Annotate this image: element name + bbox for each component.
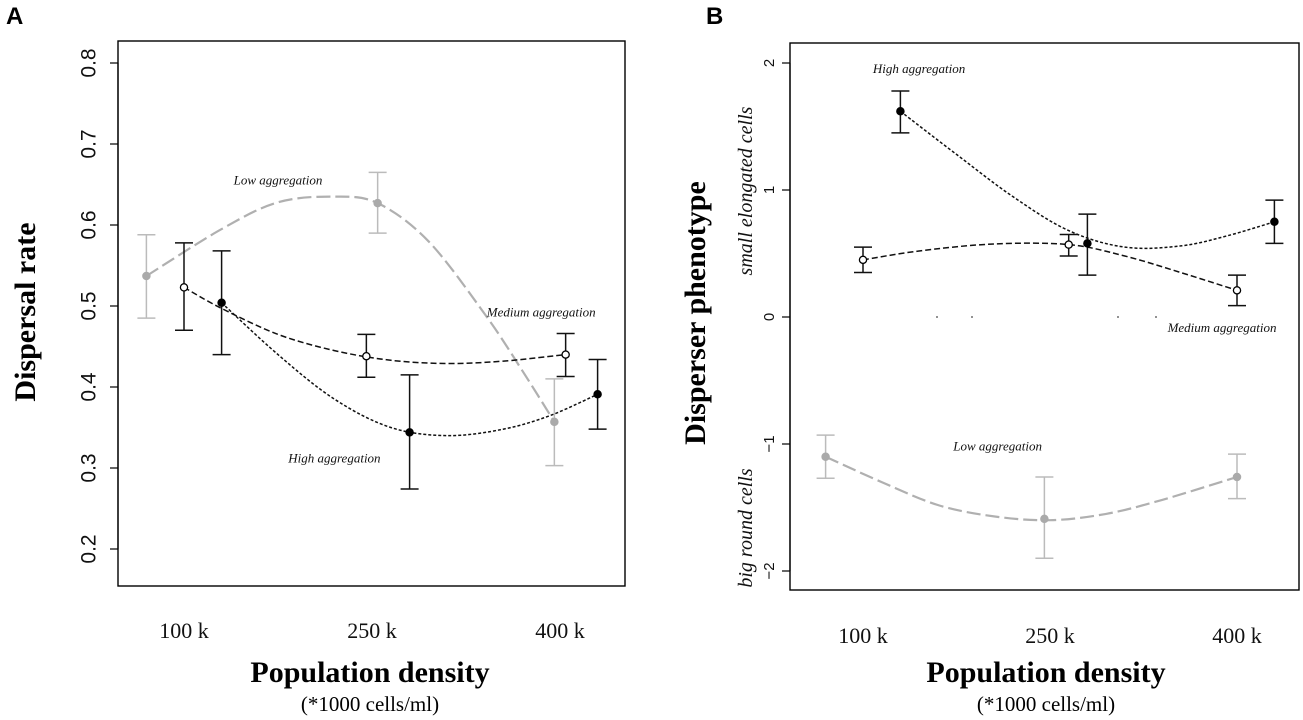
x-tick-label: 100 k — [159, 618, 209, 643]
panel-b: B −2 −1 0 1 2 100 k 250 k 400 k High aggregati… — [679, 3, 1300, 716]
y-tick-label: 0.4 — [78, 372, 101, 402]
data-point — [405, 428, 414, 437]
panel-b-y-ticks: −2 −1 0 1 2 — [761, 59, 790, 580]
data-point — [1083, 239, 1092, 248]
zero-dot — [1155, 316, 1157, 318]
series-annotation: Medium aggregation — [486, 305, 596, 320]
series-line — [862, 242, 1238, 292]
zero-dot — [971, 316, 973, 318]
y-tick-label: 2 — [761, 59, 778, 67]
panel-a-x-axis-subtitle: (*1000 cells/ml) — [301, 692, 439, 716]
panel-b-y-axis-title: Disperser phenotype — [679, 181, 712, 445]
data-point — [550, 417, 559, 427]
zero-dot — [1117, 316, 1119, 318]
panel-a-y-ticks: 0.2 0.3 0.4 0.5 0.6 0.7 0.8 — [78, 48, 118, 564]
data-point — [593, 390, 602, 399]
panel-a-points — [142, 198, 602, 437]
series-annotation: High aggregation — [287, 450, 380, 465]
x-tick-label: 400 k — [535, 618, 585, 643]
panel-b-zero-dots — [936, 316, 1157, 318]
x-tick-label: 400 k — [1212, 623, 1262, 648]
y-tick-label: 0.7 — [78, 129, 101, 158]
y-tick-label: 0.8 — [78, 48, 101, 77]
y-tick-label: 0 — [761, 313, 778, 321]
series-line — [825, 455, 1238, 522]
y-tick-label: 0.6 — [78, 210, 101, 239]
series-line — [899, 110, 1275, 250]
panel-b-y-bottom-label: big round cells — [735, 468, 757, 587]
y-tick-label: 0.2 — [78, 534, 101, 563]
panel-a-y-axis-title: Dispersal rate — [9, 222, 42, 401]
y-tick-label: 1 — [761, 186, 778, 194]
x-tick-label: 250 k — [1025, 623, 1075, 648]
data-point — [858, 255, 868, 265]
panel-b-label: B — [706, 3, 723, 30]
data-point — [217, 298, 226, 308]
panel-b-points — [821, 107, 1279, 524]
series-annotation: High aggregation — [872, 61, 965, 76]
panel-b-x-ticks: 100 k 250 k 400 k — [838, 623, 1262, 648]
data-point — [1232, 472, 1242, 482]
series-annotation: Low aggregation — [952, 438, 1042, 453]
y-tick-label: 0.3 — [78, 453, 101, 482]
panel-a-x-ticks: 100 k 250 k 400 k — [159, 618, 585, 643]
panel-b-curves — [825, 110, 1275, 522]
series-line — [221, 302, 598, 437]
panel-b-y-top-label: small elongated cells — [735, 106, 757, 275]
panel-b-x-axis-title: Population density — [926, 656, 1165, 689]
panel-a-x-axis-title: Population density — [250, 656, 489, 689]
series-line — [183, 286, 566, 365]
data-point — [362, 351, 371, 361]
panel-b-annotations: High aggregation Medium aggregation Low ag… — [872, 61, 1277, 453]
y-tick-label: −2 — [761, 562, 778, 579]
series-annotation: Medium aggregation — [1167, 320, 1277, 335]
zero-dot — [936, 316, 938, 318]
data-point — [561, 350, 570, 359]
data-point — [1040, 514, 1049, 524]
y-tick-label: 0.5 — [78, 291, 101, 320]
panel-a-annotations: Low aggregation Medium aggregation High ag… — [233, 173, 596, 466]
panel-a: A 0.20.30.40.50.60.70.8 100 k 250 k 400 k … — [6, 3, 626, 716]
data-point — [373, 198, 382, 208]
y-tick-label: −1 — [761, 435, 778, 452]
panel-a-error-bars — [137, 171, 607, 490]
series-annotation: Low aggregation — [233, 173, 323, 188]
data-point — [1270, 217, 1279, 226]
data-point — [179, 283, 189, 292]
data-point — [821, 452, 830, 461]
data-point — [142, 271, 151, 281]
x-tick-label: 100 k — [838, 623, 888, 648]
panel-a-label: A — [6, 3, 23, 30]
data-point — [896, 107, 905, 116]
x-tick-label: 250 k — [347, 618, 397, 643]
data-point — [1064, 240, 1073, 249]
panel-b-x-axis-subtitle: (*1000 cells/ml) — [977, 692, 1115, 716]
data-point — [1232, 286, 1242, 295]
